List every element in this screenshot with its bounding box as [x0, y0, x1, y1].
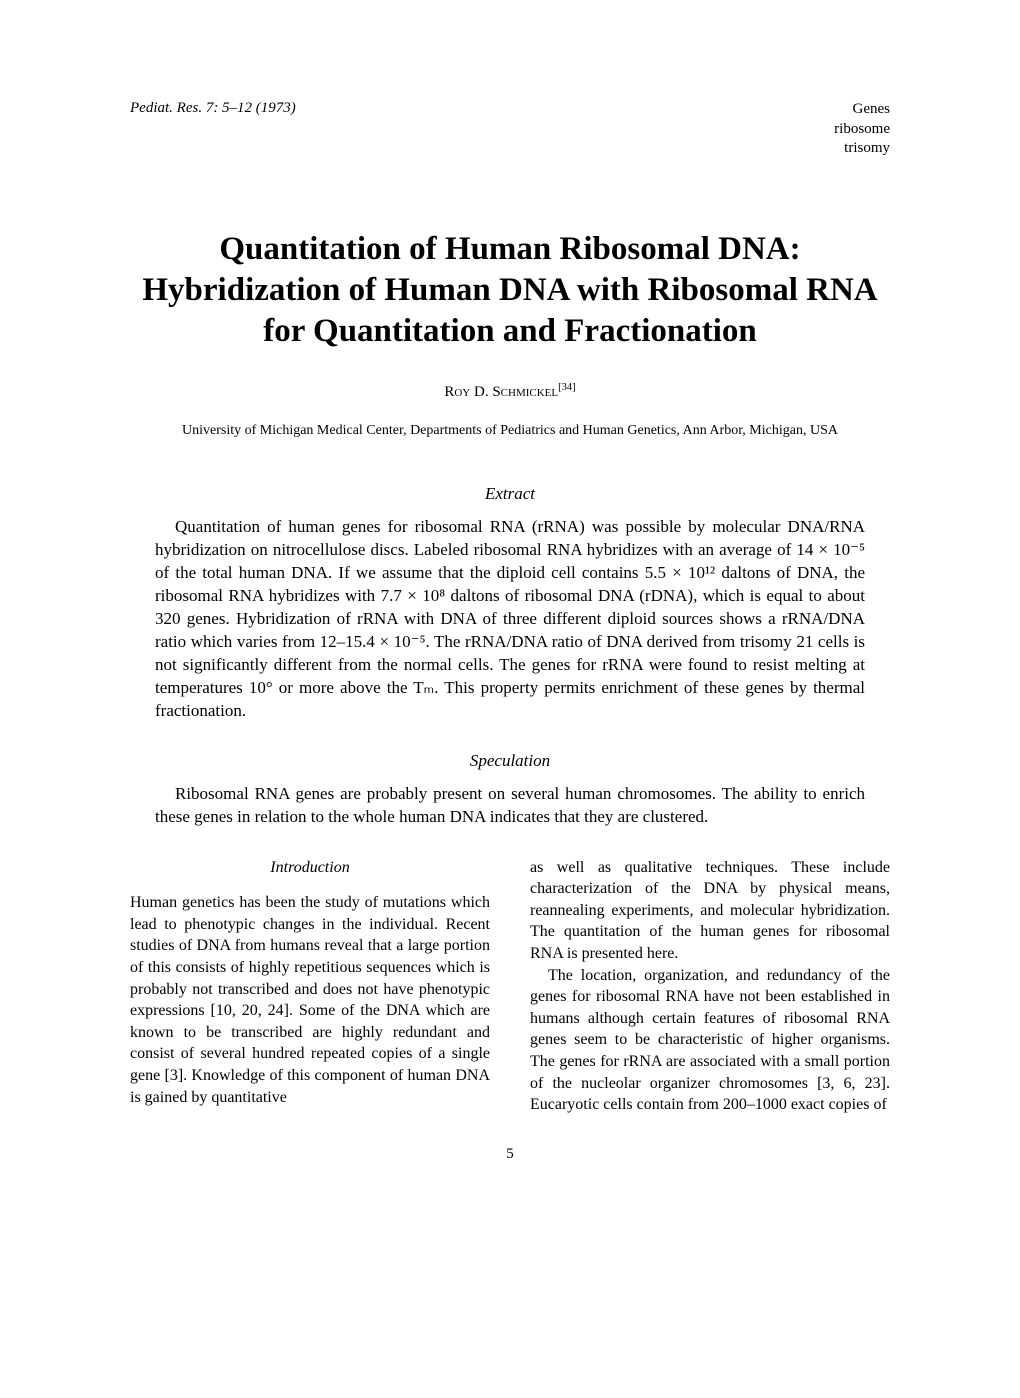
- speculation-heading: Speculation: [130, 751, 890, 771]
- speculation-body: Ribosomal RNA genes are probably present…: [155, 783, 865, 829]
- journal-reference: Pediat. Res. 7: 5–12 (1973): [130, 100, 296, 117]
- extract-heading: Extract: [130, 484, 890, 504]
- keyword: ribosome: [834, 120, 890, 140]
- article-title: Quantitation of Human Ribosomal DNA: Hyb…: [130, 229, 890, 353]
- page-container: Pediat. Res. 7: 5–12 (1973) Genes riboso…: [0, 0, 1020, 1223]
- keywords-block: Genes ribosome trisomy: [834, 100, 890, 159]
- intro-paragraph-right-1: as well as qualitative techniques. These…: [530, 857, 890, 965]
- author-reference: [34]: [558, 382, 576, 393]
- author-name: Roy D. Schmickel: [444, 384, 558, 400]
- body-columns: Introduction Human genetics has been the…: [130, 857, 890, 1116]
- affiliation: University of Michigan Medical Center, D…: [130, 423, 890, 439]
- introduction-heading: Introduction: [130, 857, 490, 879]
- intro-paragraph-right-2: The location, organization, and redundan…: [530, 965, 890, 1116]
- left-column: Introduction Human genetics has been the…: [130, 857, 490, 1116]
- keyword: trisomy: [834, 139, 890, 159]
- author-line: Roy D. Schmickel[34]: [130, 382, 890, 401]
- right-column: as well as qualitative techniques. These…: [530, 857, 890, 1116]
- page-number: 5: [130, 1146, 890, 1163]
- intro-paragraph-left: Human genetics has been the study of mut…: [130, 892, 490, 1108]
- extract-body: Quantitation of human genes for ribosoma…: [155, 516, 865, 722]
- keyword: Genes: [834, 100, 890, 120]
- page-header: Pediat. Res. 7: 5–12 (1973) Genes riboso…: [130, 100, 890, 159]
